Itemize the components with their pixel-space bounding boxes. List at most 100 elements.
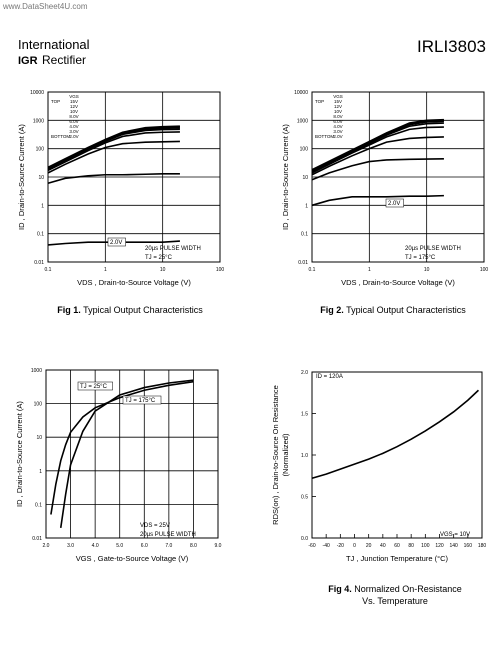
- x-tick-label: 180: [478, 543, 487, 549]
- caption-label: Fig 2.: [320, 305, 344, 315]
- legend-entry: 15V: [70, 99, 78, 104]
- legend-entry: 6.0V: [333, 119, 342, 124]
- x-tick-label: 100: [480, 267, 489, 273]
- annotation: ID = 120A: [316, 374, 343, 380]
- data-line: [47, 128, 180, 170]
- x-tick-label: 2.0: [43, 543, 50, 549]
- x-tick-label: 100: [421, 543, 430, 549]
- legend-label: TOP: [51, 99, 60, 104]
- annotation: VGS = 10V: [440, 532, 470, 538]
- x-tick-label: 3.0: [67, 543, 74, 549]
- x-tick-label: 140: [449, 543, 458, 549]
- caption-label: Fig 1.: [57, 305, 81, 315]
- y-tick-label: 2.0: [301, 370, 308, 376]
- legend-label: BOTTOM: [51, 134, 70, 139]
- legend-label: TOP: [315, 99, 324, 104]
- annotation: 20µs PULSE WIDTH: [145, 246, 201, 252]
- y-tick-label: 100: [36, 147, 45, 153]
- x-tick-label: 100: [216, 267, 225, 273]
- y-tick-label: 0.1: [37, 232, 44, 238]
- annotation: 20µs PULSE WIDTH: [405, 246, 461, 252]
- annotation: TJ = 175°C: [405, 255, 436, 261]
- x-tick-label: 9.0: [215, 543, 222, 549]
- data-line: [47, 172, 180, 185]
- legend-entry: 3.0V: [69, 129, 78, 134]
- x-tick-label: 10: [424, 267, 430, 273]
- y-tick-label: 0.01: [298, 260, 308, 266]
- legend-entry: 2.0V: [69, 134, 78, 139]
- logo-mark: IGR: [18, 55, 38, 67]
- legend-entry: 12V: [70, 104, 78, 109]
- x-tick-label: 6.0: [141, 543, 148, 549]
- y-tick-label: 0.1: [35, 502, 42, 508]
- data-line: [50, 380, 194, 515]
- annotation: TJ = 25°C: [80, 384, 108, 390]
- figure-caption: Fig 4. Normalized On-Resistance: [328, 584, 462, 594]
- annotation: 2.0V: [388, 201, 400, 207]
- annotation: VDS = 25V: [140, 523, 170, 529]
- legend-entry: 12V: [334, 104, 342, 109]
- annotation-box: [122, 395, 162, 405]
- annotation: 2.0V: [110, 240, 122, 246]
- y-tick-label: 0.0: [301, 536, 308, 542]
- legend-entry: 6.0V: [69, 119, 78, 124]
- caption-label: Fig 4.: [328, 584, 352, 594]
- x-tick-label: 4.0: [92, 543, 99, 549]
- x-tick-label: 40: [380, 543, 386, 549]
- data-line: [311, 122, 444, 173]
- watermark: www.DataSheet4U.com: [2, 2, 88, 11]
- legend-title: VGS: [333, 94, 343, 99]
- y-axis-label: ID , Drain-to-Source Current (A): [15, 401, 24, 507]
- figure-caption: Fig 1. Typical Output Characteristics: [57, 305, 203, 315]
- x-tick-label: 60: [394, 543, 400, 549]
- y-tick-label: 1000: [33, 118, 44, 124]
- x-tick-label: 1: [368, 267, 371, 273]
- legend-entry: 8.0V: [333, 114, 342, 119]
- figure-caption: Fig 2. Typical Output Characteristics: [320, 305, 466, 315]
- data-line: [311, 157, 444, 181]
- y-axis-label: RDS(on) , Drain-to-Source On Resistance: [271, 385, 280, 525]
- x-axis-label: VDS , Drain-to-Source Voltage (V): [341, 278, 455, 287]
- y-axis-label: ID , Drain-to-Source Current (A): [17, 124, 26, 230]
- y-axis-label: (Normalized): [281, 433, 290, 476]
- data-line: [311, 194, 444, 207]
- data-line: [311, 126, 444, 174]
- data-line: [59, 379, 194, 529]
- y-tick-label: 100: [34, 402, 43, 408]
- y-tick-label: 100: [300, 147, 309, 153]
- legend-entry: 10V: [334, 109, 342, 114]
- part-number: IRLI3803: [417, 37, 486, 56]
- caption-text: Normalized On-Resistance: [354, 584, 462, 594]
- legend-entry: 4.0V: [333, 124, 342, 129]
- legend-title: VGS: [69, 94, 79, 99]
- x-axis-label: VDS , Drain-to-Source Voltage (V): [77, 278, 191, 287]
- y-tick-label: 10000: [294, 90, 308, 96]
- annotation-box: [107, 237, 126, 247]
- company-name: International: [18, 37, 90, 52]
- x-tick-label: -40: [323, 543, 330, 549]
- x-tick-label: 7.0: [165, 543, 172, 549]
- data-line: [47, 131, 180, 172]
- x-tick-label: 10: [160, 267, 166, 273]
- y-axis-label: ID , Drain-to-Source Current (A): [281, 124, 290, 230]
- legend-entry: 3.0V: [333, 129, 342, 134]
- x-tick-label: 0: [353, 543, 356, 549]
- x-tick-label: 160: [464, 543, 473, 549]
- legend-entry: 15V: [334, 99, 342, 104]
- annotation: 20µs PULSE WIDTH: [140, 532, 196, 538]
- data-line: [311, 136, 444, 176]
- data-line: [311, 389, 480, 480]
- caption-text: Typical Output Characteristics: [83, 305, 203, 315]
- y-tick-label: 1.0: [301, 453, 308, 459]
- x-tick-label: -60: [308, 543, 315, 549]
- annotation-box: [77, 381, 113, 391]
- legend-entry: 2.0V: [333, 134, 342, 139]
- x-tick-label: 80: [408, 543, 414, 549]
- y-tick-label: 10: [38, 175, 44, 181]
- y-tick-label: 1000: [297, 118, 308, 124]
- y-tick-label: 1: [41, 203, 44, 209]
- y-tick-label: 10000: [30, 90, 44, 96]
- x-axis-label: TJ , Junction Temperature (°C): [346, 554, 449, 563]
- company-name: Rectifier: [42, 53, 86, 67]
